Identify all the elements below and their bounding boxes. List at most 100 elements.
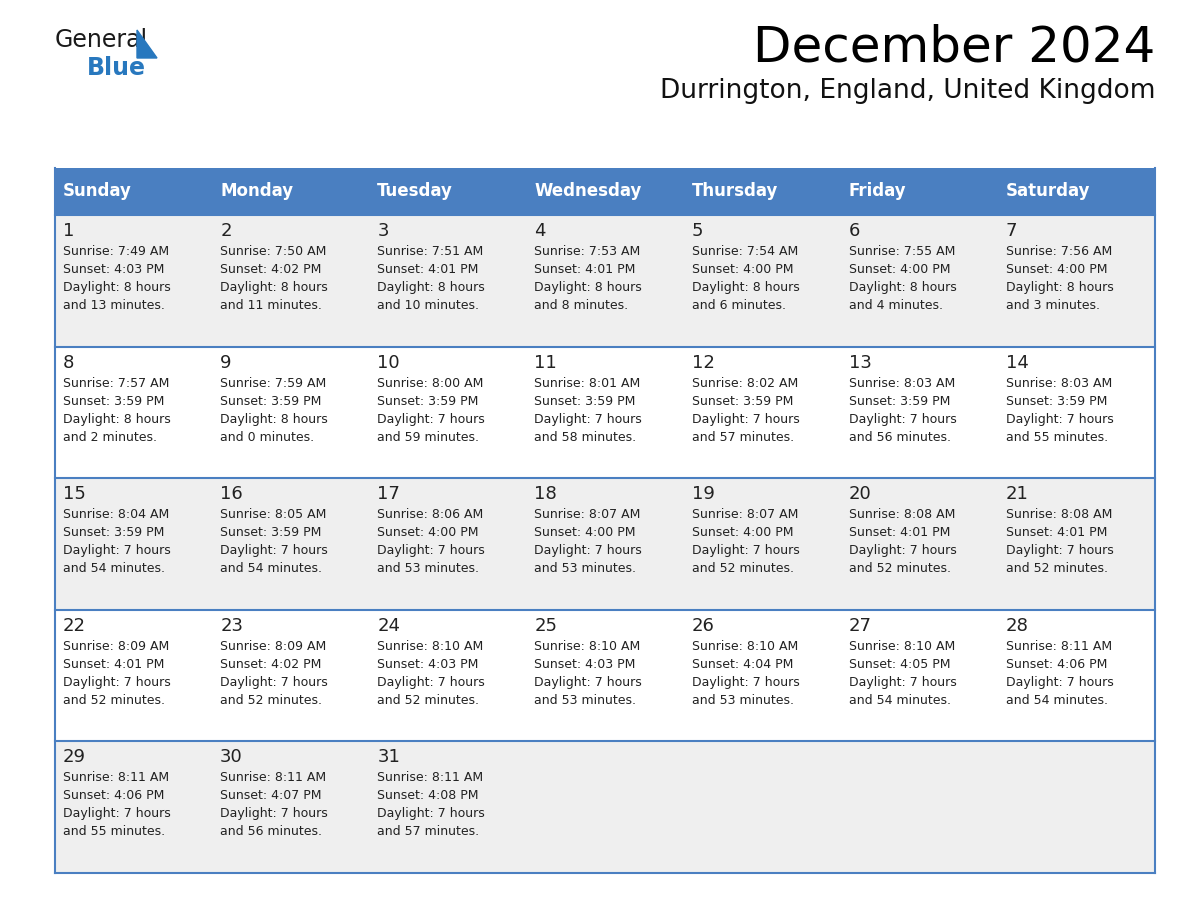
Bar	[841, 478, 998, 610]
Text: Daylight: 7 hours: Daylight: 7 hours	[63, 544, 171, 557]
Text: Daylight: 7 hours: Daylight: 7 hours	[691, 676, 800, 688]
Text: and 57 minutes.: and 57 minutes.	[378, 825, 480, 838]
Text: Sunset: 4:01 PM: Sunset: 4:01 PM	[378, 263, 479, 276]
Text: Daylight: 7 hours: Daylight: 7 hours	[535, 544, 643, 557]
Text: Sunset: 4:00 PM: Sunset: 4:00 PM	[848, 263, 950, 276]
Text: Sunset: 3:59 PM: Sunset: 3:59 PM	[848, 395, 950, 408]
Text: Daylight: 8 hours: Daylight: 8 hours	[220, 412, 328, 426]
Text: 27: 27	[848, 617, 872, 635]
Text: Daylight: 7 hours: Daylight: 7 hours	[378, 676, 485, 688]
Bar	[841, 742, 998, 873]
Polygon shape	[137, 30, 157, 58]
Bar	[213, 610, 369, 742]
Bar	[526, 215, 683, 347]
Bar	[998, 168, 1155, 215]
Text: Sunrise: 8:11 AM: Sunrise: 8:11 AM	[1006, 640, 1112, 653]
Text: Sunrise: 8:08 AM: Sunrise: 8:08 AM	[848, 509, 955, 521]
Text: Sunset: 3:59 PM: Sunset: 3:59 PM	[691, 395, 792, 408]
Bar	[841, 215, 998, 347]
Text: 29: 29	[63, 748, 86, 767]
Text: 19: 19	[691, 486, 714, 503]
Bar	[683, 478, 841, 610]
Bar	[55, 742, 213, 873]
Text: and 54 minutes.: and 54 minutes.	[63, 562, 165, 576]
Text: Sunset: 4:02 PM: Sunset: 4:02 PM	[220, 263, 322, 276]
Text: 11: 11	[535, 353, 557, 372]
Text: and 57 minutes.: and 57 minutes.	[691, 431, 794, 443]
Text: 1: 1	[63, 222, 75, 240]
Text: Sunrise: 8:03 AM: Sunrise: 8:03 AM	[848, 376, 955, 389]
Text: 20: 20	[848, 486, 872, 503]
Text: Sunset: 4:07 PM: Sunset: 4:07 PM	[220, 789, 322, 802]
Bar	[841, 347, 998, 478]
Text: Sunrise: 7:59 AM: Sunrise: 7:59 AM	[220, 376, 327, 389]
Text: Daylight: 7 hours: Daylight: 7 hours	[1006, 676, 1113, 688]
Text: Sunset: 4:00 PM: Sunset: 4:00 PM	[691, 263, 794, 276]
Text: Sunset: 4:04 PM: Sunset: 4:04 PM	[691, 658, 792, 671]
Text: 4: 4	[535, 222, 546, 240]
Text: 17: 17	[378, 486, 400, 503]
Text: Daylight: 7 hours: Daylight: 7 hours	[220, 676, 328, 688]
Text: Friday: Friday	[848, 183, 906, 200]
Bar	[369, 215, 526, 347]
Text: Sunrise: 8:09 AM: Sunrise: 8:09 AM	[220, 640, 327, 653]
Text: 10: 10	[378, 353, 400, 372]
Text: and 59 minutes.: and 59 minutes.	[378, 431, 479, 443]
Text: 7: 7	[1006, 222, 1017, 240]
Text: 31: 31	[378, 748, 400, 767]
Text: and 52 minutes.: and 52 minutes.	[1006, 562, 1108, 576]
Text: Daylight: 7 hours: Daylight: 7 hours	[378, 808, 485, 821]
Bar	[526, 168, 683, 215]
Bar	[55, 610, 213, 742]
Bar	[683, 168, 841, 215]
Bar	[526, 478, 683, 610]
Text: 3: 3	[378, 222, 388, 240]
Text: Daylight: 7 hours: Daylight: 7 hours	[848, 676, 956, 688]
Text: Sunrise: 8:04 AM: Sunrise: 8:04 AM	[63, 509, 169, 521]
Text: Blue: Blue	[87, 56, 146, 80]
Text: Daylight: 7 hours: Daylight: 7 hours	[535, 676, 643, 688]
Bar	[369, 478, 526, 610]
Bar	[369, 168, 526, 215]
Text: Sunset: 3:59 PM: Sunset: 3:59 PM	[220, 395, 322, 408]
Text: and 52 minutes.: and 52 minutes.	[63, 694, 165, 707]
Text: and 11 minutes.: and 11 minutes.	[220, 299, 322, 312]
Text: Sunset: 3:59 PM: Sunset: 3:59 PM	[535, 395, 636, 408]
Text: Sunrise: 7:57 AM: Sunrise: 7:57 AM	[63, 376, 170, 389]
Bar	[213, 168, 369, 215]
Bar	[998, 478, 1155, 610]
Text: Sunrise: 8:10 AM: Sunrise: 8:10 AM	[378, 640, 484, 653]
Text: Sunrise: 8:08 AM: Sunrise: 8:08 AM	[1006, 509, 1112, 521]
Text: Daylight: 7 hours: Daylight: 7 hours	[220, 544, 328, 557]
Bar	[841, 610, 998, 742]
Text: Sunrise: 8:01 AM: Sunrise: 8:01 AM	[535, 376, 640, 389]
Text: and 54 minutes.: and 54 minutes.	[220, 562, 322, 576]
Text: Sunset: 4:06 PM: Sunset: 4:06 PM	[1006, 658, 1107, 671]
Text: Daylight: 7 hours: Daylight: 7 hours	[378, 412, 485, 426]
Bar	[369, 742, 526, 873]
Text: Daylight: 7 hours: Daylight: 7 hours	[1006, 412, 1113, 426]
Bar	[55, 168, 213, 215]
Text: Sunset: 4:05 PM: Sunset: 4:05 PM	[848, 658, 950, 671]
Text: Sunrise: 8:11 AM: Sunrise: 8:11 AM	[220, 771, 327, 784]
Text: and 53 minutes.: and 53 minutes.	[535, 562, 637, 576]
Bar	[526, 347, 683, 478]
Text: Daylight: 7 hours: Daylight: 7 hours	[691, 412, 800, 426]
Text: and 4 minutes.: and 4 minutes.	[848, 299, 943, 312]
Text: Daylight: 7 hours: Daylight: 7 hours	[63, 808, 171, 821]
Text: Sunset: 4:00 PM: Sunset: 4:00 PM	[1006, 263, 1107, 276]
Text: Sunset: 3:59 PM: Sunset: 3:59 PM	[1006, 395, 1107, 408]
Text: Sunset: 4:00 PM: Sunset: 4:00 PM	[691, 526, 794, 539]
Text: and 10 minutes.: and 10 minutes.	[378, 299, 479, 312]
Bar	[683, 215, 841, 347]
Text: December 2024: December 2024	[753, 23, 1155, 71]
Text: and 53 minutes.: and 53 minutes.	[535, 694, 637, 707]
Bar	[998, 742, 1155, 873]
Bar	[683, 742, 841, 873]
Text: Daylight: 7 hours: Daylight: 7 hours	[848, 412, 956, 426]
Text: and 52 minutes.: and 52 minutes.	[220, 694, 322, 707]
Text: Sunrise: 8:06 AM: Sunrise: 8:06 AM	[378, 509, 484, 521]
Bar	[55, 347, 213, 478]
Text: 28: 28	[1006, 617, 1029, 635]
Text: 5: 5	[691, 222, 703, 240]
